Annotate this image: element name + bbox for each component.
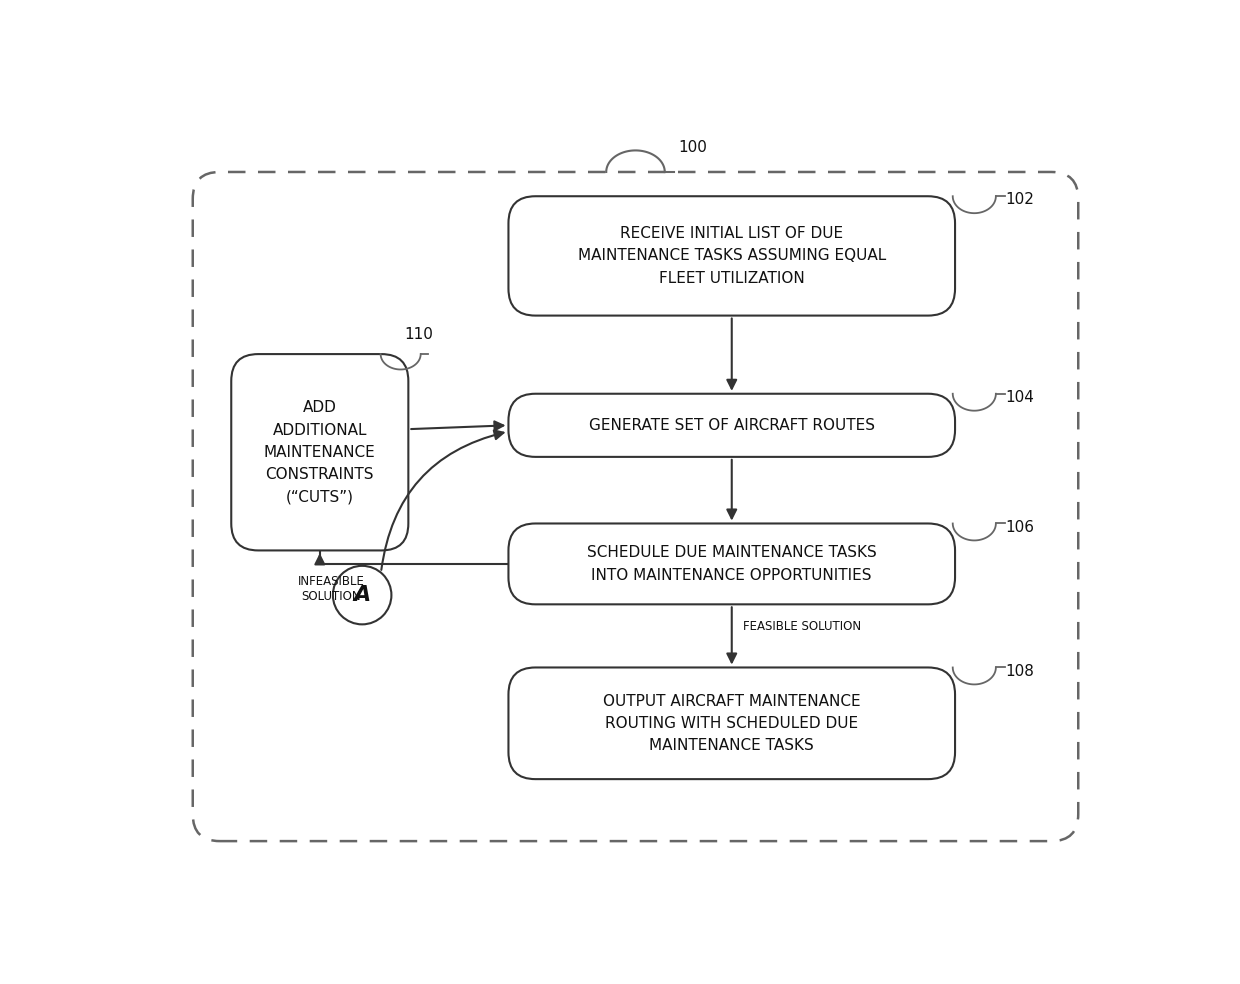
Text: 102: 102 xyxy=(1006,193,1034,208)
Text: 100: 100 xyxy=(678,140,707,154)
Text: SCHEDULE DUE MAINTENANCE TASKS
INTO MAINTENANCE OPPORTUNITIES: SCHEDULE DUE MAINTENANCE TASKS INTO MAIN… xyxy=(587,545,877,583)
Text: 108: 108 xyxy=(1006,663,1034,679)
FancyBboxPatch shape xyxy=(508,667,955,779)
Text: GENERATE SET OF AIRCRAFT ROUTES: GENERATE SET OF AIRCRAFT ROUTES xyxy=(589,418,874,433)
Text: FEASIBLE SOLUTION: FEASIBLE SOLUTION xyxy=(743,620,862,633)
FancyBboxPatch shape xyxy=(231,354,408,550)
Text: 110: 110 xyxy=(404,327,433,342)
FancyBboxPatch shape xyxy=(508,394,955,457)
FancyBboxPatch shape xyxy=(508,523,955,604)
Text: A: A xyxy=(353,585,371,605)
Text: 104: 104 xyxy=(1006,390,1034,404)
Text: 106: 106 xyxy=(1006,520,1034,534)
Text: RECEIVE INITIAL LIST OF DUE
MAINTENANCE TASKS ASSUMING EQUAL
FLEET UTILIZATION: RECEIVE INITIAL LIST OF DUE MAINTENANCE … xyxy=(578,226,885,285)
Text: ADD
ADDITIONAL
MAINTENANCE
CONSTRAINTS
(“CUTS”): ADD ADDITIONAL MAINTENANCE CONSTRAINTS (… xyxy=(264,400,376,504)
FancyBboxPatch shape xyxy=(192,172,1079,841)
FancyBboxPatch shape xyxy=(508,196,955,316)
Text: OUTPUT AIRCRAFT MAINTENANCE
ROUTING WITH SCHEDULED DUE
MAINTENANCE TASKS: OUTPUT AIRCRAFT MAINTENANCE ROUTING WITH… xyxy=(603,694,861,753)
Text: INFEASIBLE
SOLUTION: INFEASIBLE SOLUTION xyxy=(298,576,365,603)
